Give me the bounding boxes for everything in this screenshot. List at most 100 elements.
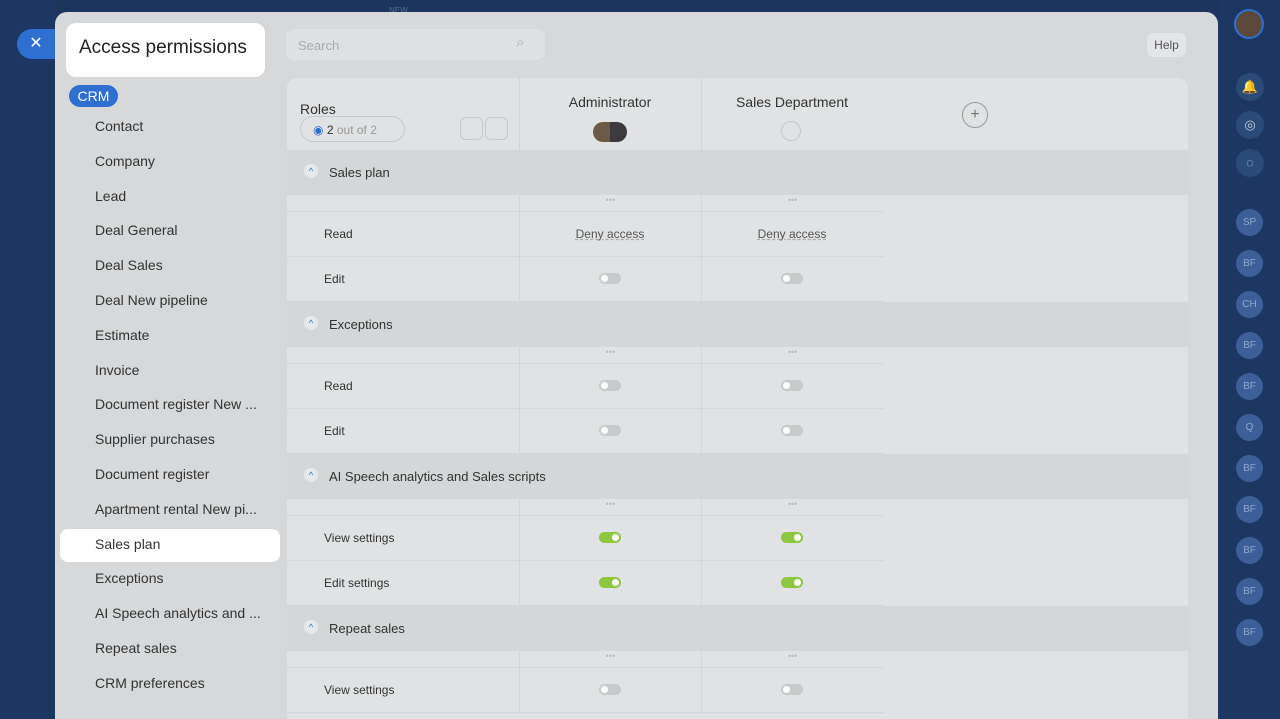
cell	[519, 409, 701, 454]
permission-row	[287, 668, 884, 713]
toggle-knob	[783, 275, 790, 282]
access-select[interactable]: Deny access	[575, 227, 645, 241]
toggle-knob	[783, 427, 790, 434]
cell	[701, 516, 883, 561]
menu-item[interactable]: Repeat sales	[95, 640, 177, 656]
menu-item[interactable]: Apartment rental New pi...	[95, 500, 257, 517]
help-button[interactable]: Help	[1147, 33, 1186, 57]
chat-avatar[interactable]: BF	[1236, 373, 1263, 400]
chat-avatar[interactable]: BF	[1236, 332, 1263, 359]
avatars	[593, 122, 627, 142]
add-member[interactable]	[781, 121, 801, 141]
chat-avatar[interactable]: BF	[1236, 496, 1263, 523]
chat-avatar[interactable]: BF	[1236, 455, 1263, 482]
roles-label: Roles	[300, 101, 336, 117]
search[interactable]: Search ⌕	[286, 29, 545, 60]
user-avatar[interactable]	[1234, 9, 1264, 39]
chevron[interactable]: ^	[304, 164, 318, 178]
menu-item[interactable]: Deal Sales	[95, 257, 163, 274]
collapse-button[interactable]	[460, 117, 483, 140]
role-header	[519, 78, 701, 150]
search-placeholder: Search	[298, 38, 340, 53]
row-label: Read	[324, 227, 353, 241]
expand-button[interactable]	[485, 117, 508, 140]
toggle-on[interactable]	[781, 577, 803, 588]
toggle-knob	[783, 686, 790, 693]
toggle-knob	[612, 534, 619, 541]
sidebar-icon[interactable]: ◎	[1236, 111, 1264, 139]
add-role[interactable]: +	[962, 102, 988, 128]
permission-row	[287, 561, 884, 606]
spacer-row	[287, 499, 884, 516]
cell	[519, 212, 701, 257]
visible-roles[interactable]: ◉ 2 out of 2	[300, 116, 405, 142]
menu-item[interactable]: Exceptions	[95, 570, 164, 587]
permission-row	[287, 516, 884, 561]
role-name: Sales Department	[735, 94, 849, 110]
toggle-on[interactable]	[599, 532, 621, 543]
toggle-on[interactable]	[781, 532, 803, 543]
toggle-off[interactable]	[599, 380, 621, 391]
column-menu: •••	[701, 499, 883, 516]
chat-avatar[interactable]: SP	[1236, 209, 1263, 236]
chat-avatar[interactable]: BF	[1236, 250, 1263, 277]
close-button[interactable]: ✕	[17, 29, 55, 59]
menu-item[interactable]: Document register New ...	[95, 396, 257, 413]
role-header	[701, 78, 883, 150]
toggle-on[interactable]	[599, 577, 621, 588]
menu-item[interactable]: Deal General	[95, 222, 178, 239]
spacer-row	[287, 651, 884, 668]
page-title: Access permissions	[79, 37, 247, 58]
menu-item[interactable]: Estimate	[95, 326, 150, 343]
chat-avatar[interactable]: BF	[1236, 578, 1263, 605]
toggle-off[interactable]	[599, 273, 621, 284]
section-header	[287, 606, 1188, 651]
chevron[interactable]: ^	[304, 468, 318, 482]
menu-item[interactable]: Lead	[95, 187, 127, 204]
spacer-row	[287, 195, 884, 212]
crm-badge[interactable]: CRM	[69, 85, 118, 107]
cell	[519, 364, 701, 409]
chevron[interactable]: ^	[304, 316, 318, 330]
toggle-off[interactable]	[781, 684, 803, 695]
cell	[519, 257, 701, 302]
toggle-off[interactable]	[781, 380, 803, 391]
toggle-off[interactable]	[781, 273, 803, 284]
column-menu: •••	[519, 195, 701, 212]
menu-item[interactable]: Invoice	[95, 361, 140, 378]
toggle-off[interactable]	[599, 425, 621, 436]
menu-item[interactable]: Deal New pipeline	[95, 292, 208, 308]
menu-item[interactable]: Document register	[95, 466, 210, 482]
menu-item[interactable]: AI Speech analytics and ...	[95, 605, 261, 622]
cell	[701, 212, 883, 257]
cell	[701, 257, 883, 302]
chat-avatar[interactable]: Q	[1236, 414, 1263, 441]
chevron[interactable]: ^	[304, 620, 318, 634]
visible-count: 2	[326, 123, 334, 137]
toggle-knob	[601, 686, 608, 693]
spacer-row	[287, 347, 884, 364]
menu-item[interactable]: CRM preferences	[95, 674, 205, 691]
chat-avatar[interactable]: CH	[1236, 291, 1263, 318]
right-nav	[1218, 0, 1280, 719]
access-select[interactable]: Deny access	[757, 227, 827, 241]
cell	[519, 561, 701, 606]
permissions-table: Roles ◉ 2 out of 2 + Administrator Sales …	[287, 78, 1188, 719]
toggle-off[interactable]	[599, 684, 621, 695]
menu-item[interactable]: Company	[95, 152, 155, 169]
left-nav: ✕	[0, 0, 55, 719]
section-header	[287, 454, 1188, 499]
chat-avatar[interactable]: BF	[1236, 619, 1263, 646]
toggle-knob	[783, 382, 790, 389]
title-box: Access permissions	[66, 23, 265, 77]
sidebar-icon[interactable]: 🔔	[1236, 73, 1264, 101]
menu-item[interactable]: Sales plan	[95, 535, 161, 552]
menu-item[interactable]: Contact	[95, 118, 144, 134]
row-label: View settings	[324, 531, 395, 545]
chat-avatar[interactable]: BF	[1236, 537, 1263, 564]
permission-row	[287, 212, 884, 257]
toggle-off[interactable]	[781, 425, 803, 436]
sidebar-icon[interactable]: ◌	[1236, 149, 1264, 177]
toggle-knob	[601, 275, 608, 282]
menu-item[interactable]: Supplier purchases	[95, 431, 215, 448]
